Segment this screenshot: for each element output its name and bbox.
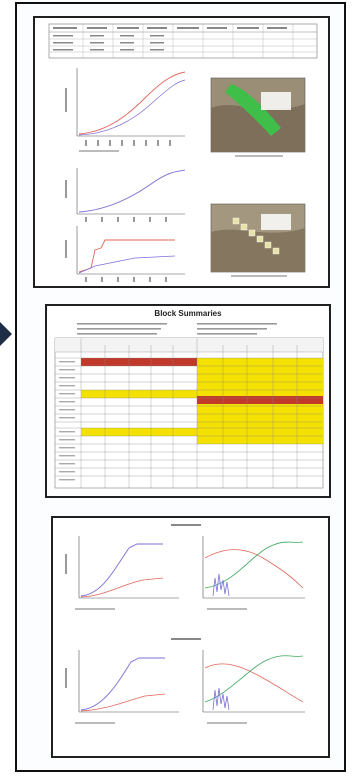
block-chart-top-left [65, 536, 179, 610]
aerial-map-2 [210, 203, 306, 277]
block-chart-bottom-right [202, 650, 305, 724]
cumulative-chart-1 [65, 68, 186, 152]
step-chart-3 [65, 226, 185, 282]
block-summaries-title: Block Summaries [154, 309, 222, 318]
right-arrow-icon [0, 322, 12, 346]
block-summaries-page: Block Summaries [45, 304, 331, 498]
report-page-one [33, 16, 330, 288]
block-charts-page [51, 516, 330, 758]
cumulative-chart-2 [65, 168, 186, 222]
block-chart-bottom-left [65, 650, 179, 724]
summary-grid [54, 337, 324, 489]
summary-table [48, 23, 318, 59]
block-chart-top-right [202, 536, 305, 610]
aerial-map-1 [210, 77, 306, 157]
